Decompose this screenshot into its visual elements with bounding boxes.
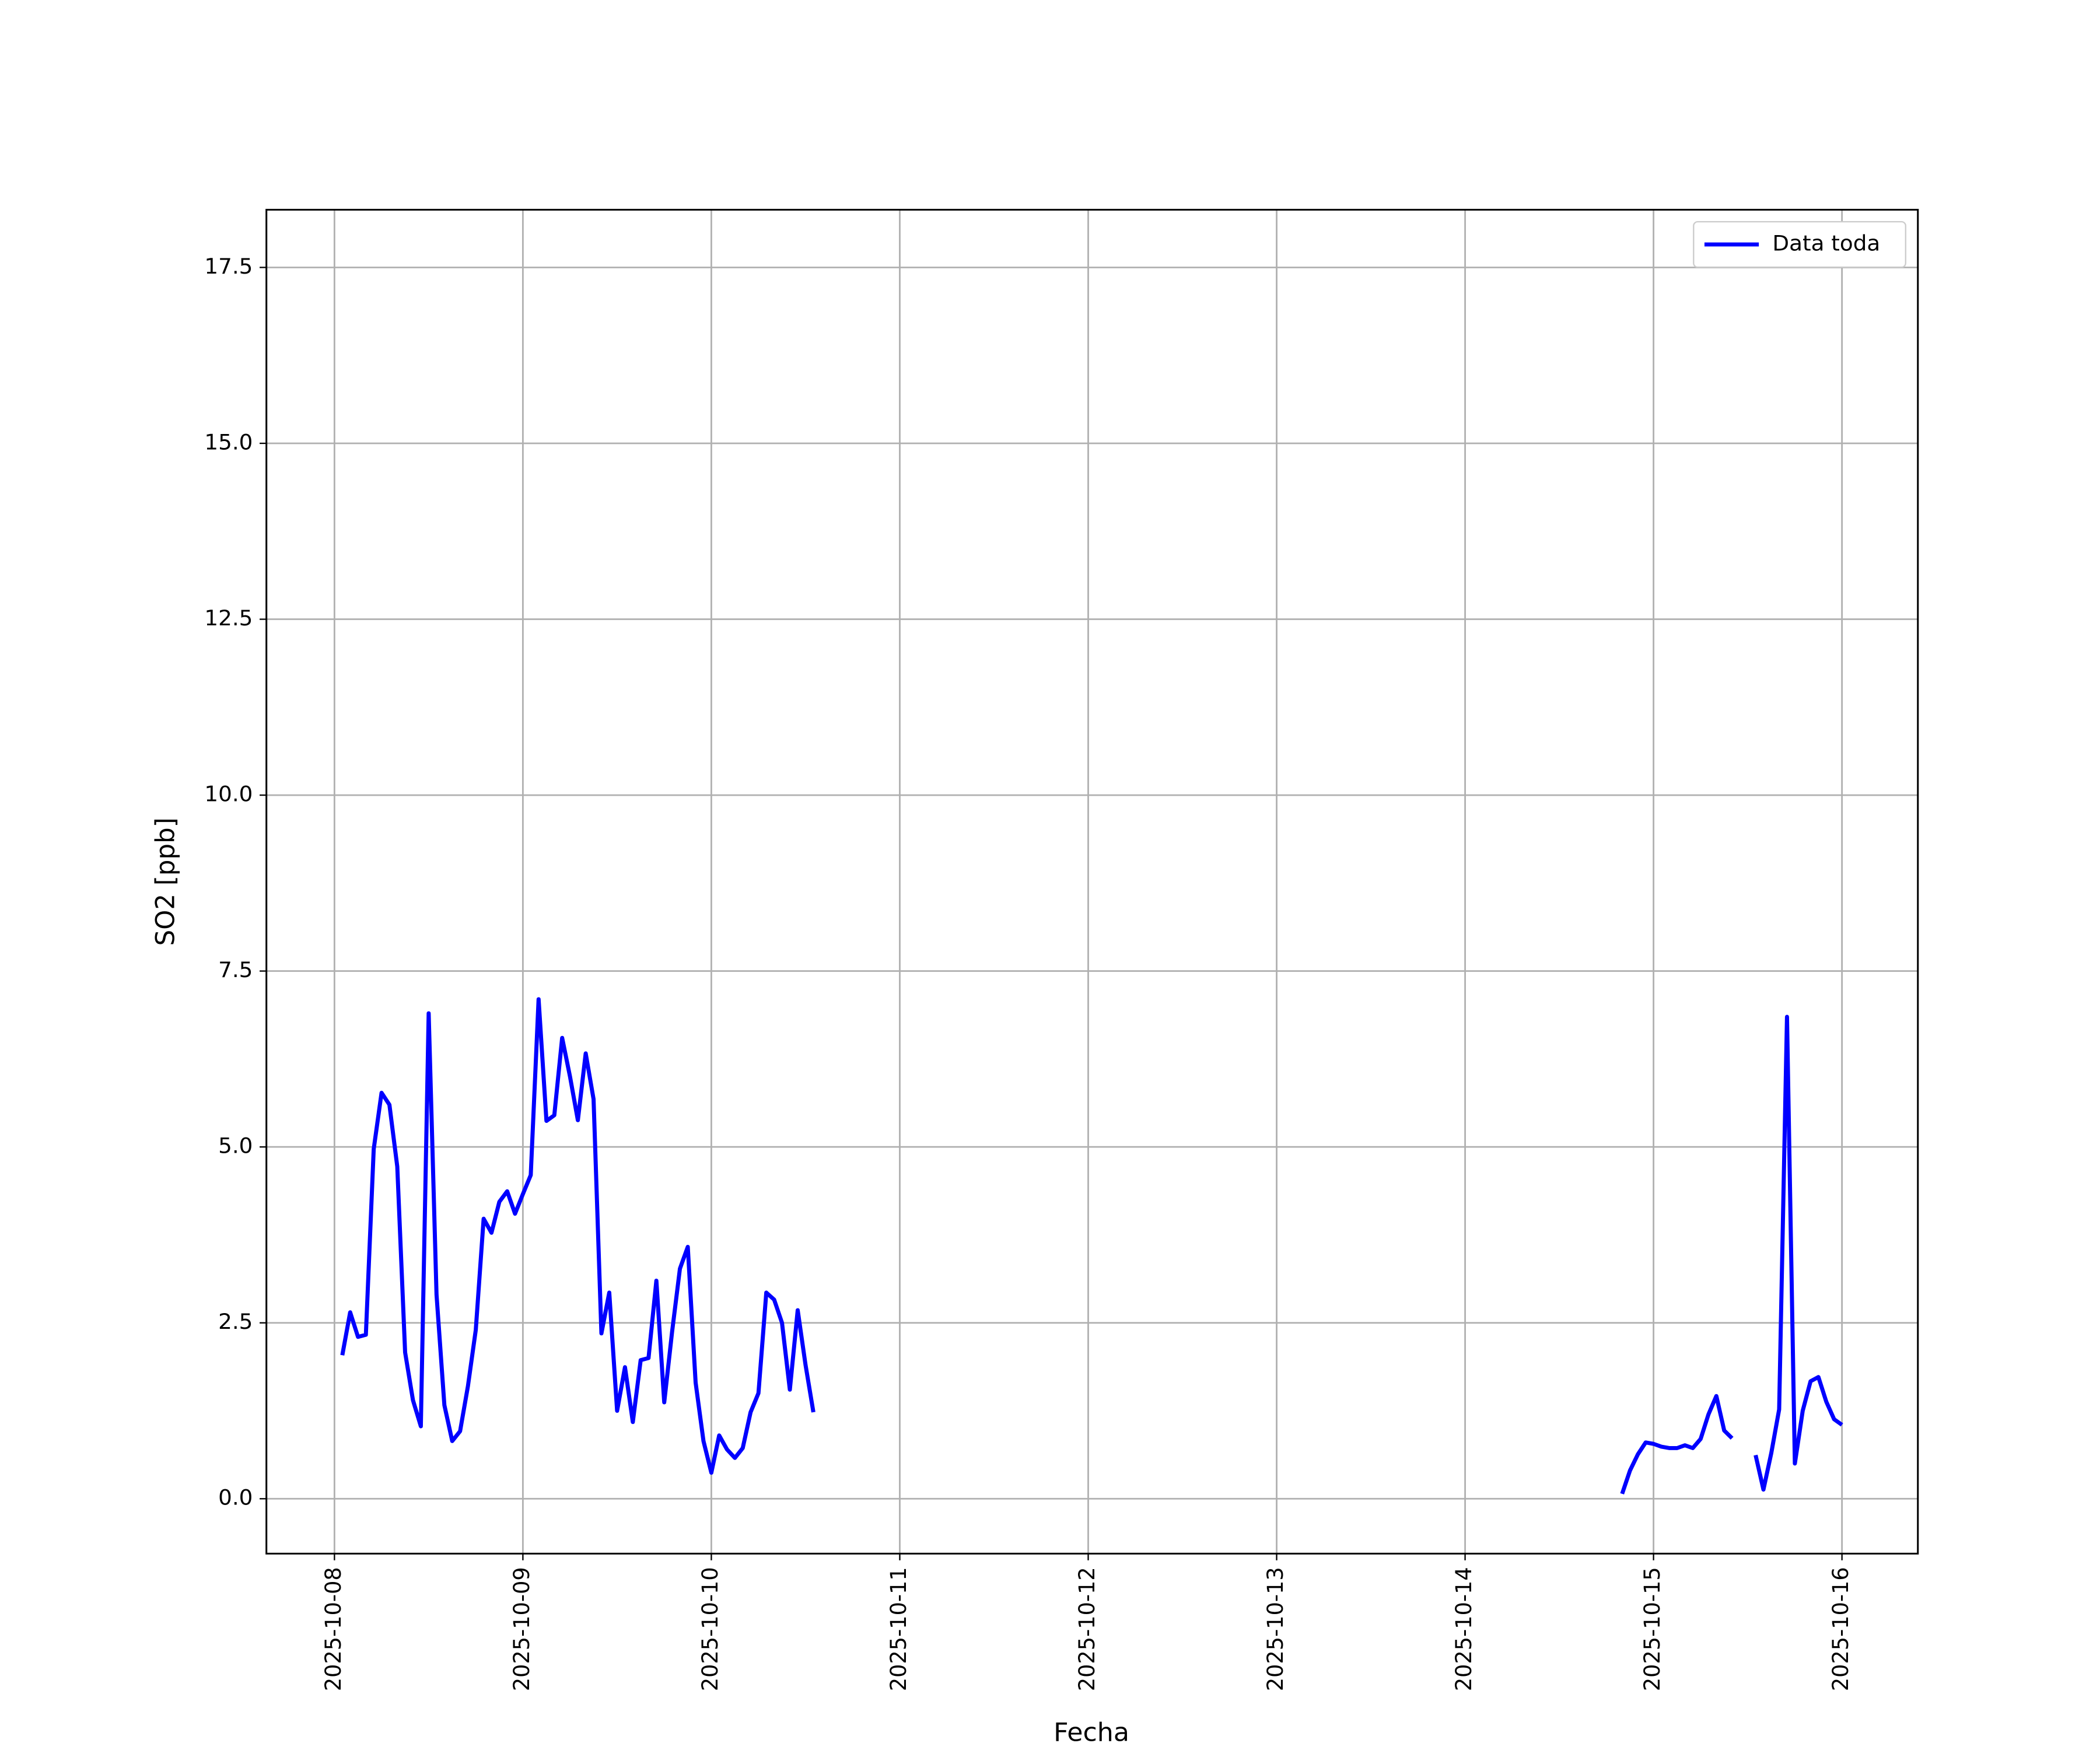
- y-tick-label: 12.5: [204, 606, 253, 631]
- y-tick-label: 17.5: [204, 254, 253, 279]
- x-tick-label: 2025-10-14: [1451, 1567, 1476, 1691]
- x-tick-label: 2025-10-13: [1263, 1567, 1288, 1691]
- y-tick-label: 10.0: [204, 782, 253, 807]
- y-axis-label: SO2 [ppb]: [150, 817, 180, 946]
- x-tick-label: 2025-10-12: [1074, 1567, 1100, 1691]
- y-tick-label: 0.0: [218, 1485, 253, 1510]
- x-tick-label: 2025-10-10: [698, 1567, 723, 1691]
- data-line: [340, 997, 1843, 1494]
- y-tick-label: 15.0: [204, 430, 253, 455]
- x-tick-label: 2025-10-11: [886, 1567, 911, 1691]
- plot-frame: [265, 209, 1919, 1555]
- x-tick-label: 2025-10-15: [1640, 1567, 1665, 1691]
- y-tick-label: 5.0: [218, 1133, 253, 1158]
- legend: Data toda: [1693, 221, 1906, 268]
- x-tick-label: 2025-10-09: [509, 1567, 534, 1691]
- y-tick-label: 2.5: [218, 1309, 253, 1334]
- x-axis-label: Fecha: [1054, 1718, 1129, 1748]
- x-tick-label: 2025-10-08: [321, 1567, 346, 1691]
- legend-label: Data toda: [1772, 231, 1880, 256]
- legend-box: [1693, 221, 1906, 268]
- x-tick-label: 2025-10-16: [1828, 1567, 1853, 1691]
- y-tick-label: 7.5: [218, 957, 253, 982]
